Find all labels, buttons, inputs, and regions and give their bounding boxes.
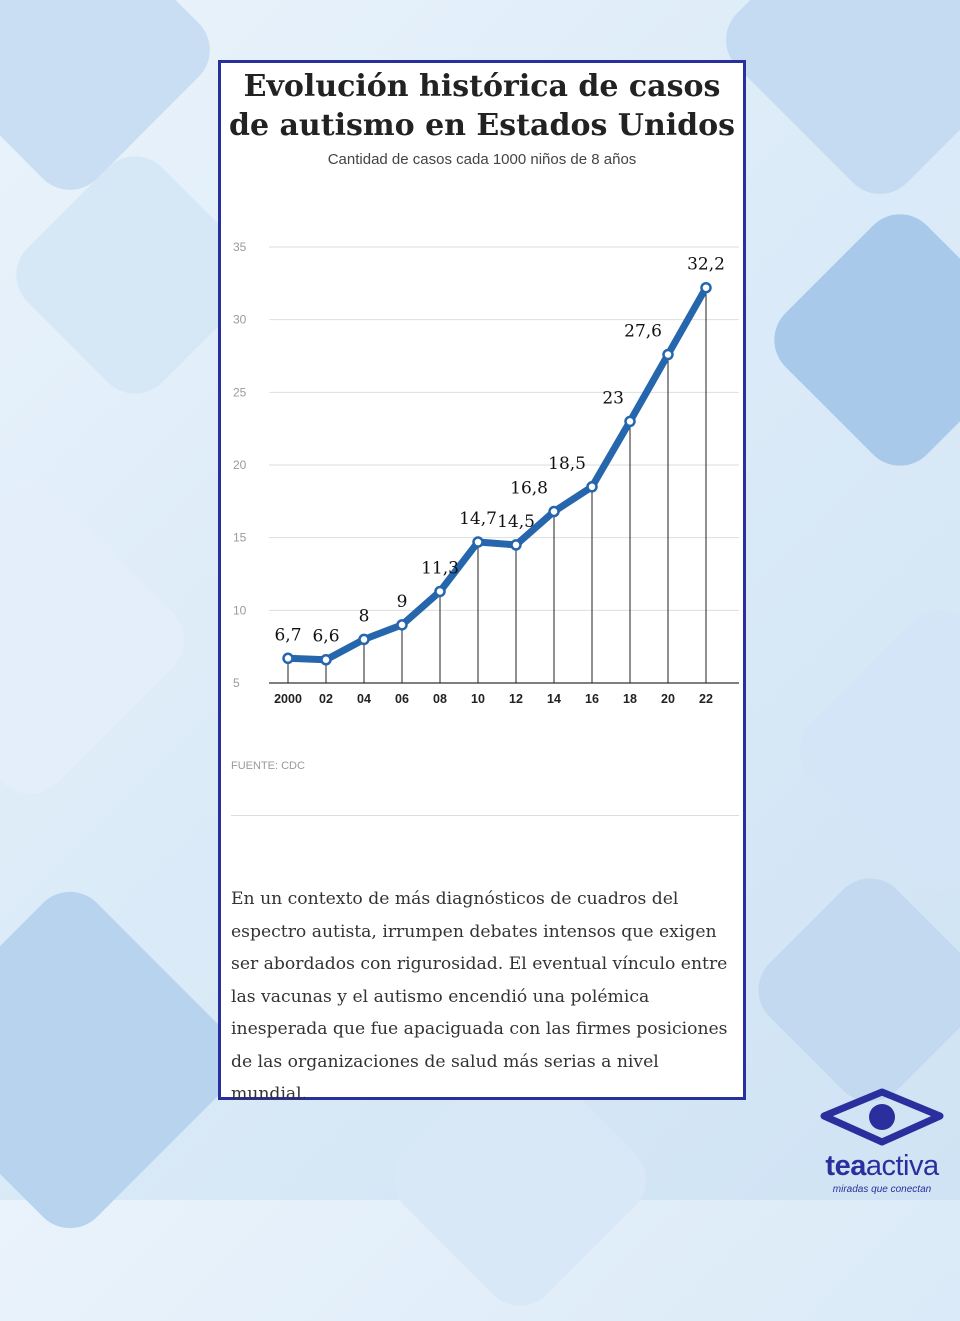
brand-name-bold: tea [825,1150,866,1182]
divider [231,815,739,816]
data-point [358,633,370,646]
x-tick-label: 14 [547,692,561,706]
data-label: 32,2 [687,255,725,275]
background-shape [0,876,254,1244]
x-tick-label: 2000 [274,692,302,706]
data-point [624,415,636,428]
background-shape [0,470,200,810]
data-point [586,481,598,493]
data-label: 6,7 [274,625,301,645]
x-tick-label: 18 [623,692,637,706]
background-shape [710,0,960,210]
eye-icon [820,1088,944,1146]
background-shape [742,862,960,1118]
y-tick-label: 15 [233,531,247,545]
source-note: FUENTE: CDC [231,760,305,772]
brand-name: teaactiva [818,1150,946,1183]
y-tick-label: 25 [233,385,247,399]
chart-subtitle: Cantidad de casos cada 1000 niños de 8 a… [327,151,637,168]
series-line [284,284,710,664]
y-tick-label: 35 [233,240,247,254]
data-label: 14,7 [459,509,497,529]
data-point [282,652,294,665]
line-chart: 35 30 25 20 15 10 5 2000 02 04 06 08 10 12 14 16 18 20 22 6… [233,240,739,706]
brand-logo: teaactiva miradas que conectan [818,1088,946,1200]
data-label: 14,5 [497,512,535,532]
data-point [472,536,484,548]
background-shape [758,198,960,482]
data-point [662,348,674,361]
data-point [396,619,408,631]
article-card: Evolución histórica de casos de autismo … [218,60,746,1104]
x-tick-label: 12 [509,692,523,706]
body-paragraph: En un contexto de más diagnósticos de cu… [231,889,728,1104]
data-point [510,539,522,551]
brand-tagline: miradas que conectan [832,1184,932,1195]
x-tick-label: 22 [699,692,713,706]
data-label: 18,5 [548,454,586,474]
data-label: 11,3 [421,558,459,578]
x-tick-label: 10 [471,692,485,706]
data-label: 8 [359,606,370,626]
data-label: 23 [602,388,624,408]
data-point [700,281,712,294]
data-point [320,653,332,666]
data-label: 27,6 [624,322,662,342]
x-tick-label: 16 [585,692,599,706]
background-shape [784,594,960,906]
y-tick-label: 20 [233,458,247,472]
data-point [548,505,560,518]
x-tick-label: 20 [661,692,675,706]
data-label: 16,8 [510,479,548,499]
data-label: 9 [397,592,408,612]
y-tick-label: 5 [233,676,240,690]
brand-name-regular: activa [865,1150,939,1182]
chart-title: Evolución histórica de casos de autismo … [228,69,736,143]
y-tick-label: 10 [233,603,247,617]
x-tick-label: 04 [357,692,371,706]
y-tick-label: 30 [233,313,247,327]
x-tick-label: 08 [433,692,447,706]
data-point [434,585,446,598]
data-label: 6,6 [312,627,339,647]
x-tick-label: 06 [395,692,409,706]
x-tick-label: 02 [319,692,333,706]
